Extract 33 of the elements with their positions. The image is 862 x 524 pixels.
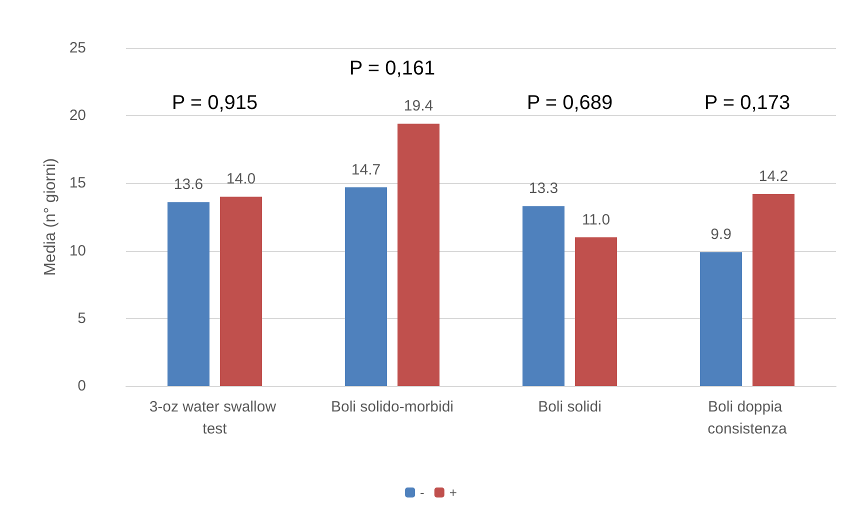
legend-label: + bbox=[449, 485, 457, 500]
data-label: 14.0 bbox=[226, 170, 256, 188]
y-tick-label: 10 bbox=[69, 242, 86, 260]
x-tick-label: Boli solido-morbidi bbox=[330, 398, 454, 416]
legend-label: - bbox=[420, 485, 424, 500]
data-label: 13.3 bbox=[528, 180, 558, 198]
data-label: 9.9 bbox=[710, 226, 732, 244]
y-tick-label: 20 bbox=[69, 107, 86, 124]
y-tick-label: 15 bbox=[69, 174, 86, 192]
data-label: 11.0 bbox=[582, 211, 610, 228]
y-tick-label: 0 bbox=[78, 378, 86, 394]
x-tick-label: Boli solidi bbox=[538, 398, 602, 416]
bar bbox=[345, 187, 387, 386]
annotation: P = 0,173 bbox=[704, 92, 790, 114]
y-tick-label: 25 bbox=[69, 40, 86, 56]
x-tick-label: Boli doppia consistenza bbox=[708, 398, 788, 438]
x-tick-label: 3-oz water swallow test bbox=[149, 398, 280, 438]
annotation: P = 0,689 bbox=[526, 92, 613, 114]
bar bbox=[522, 206, 564, 386]
bar bbox=[168, 202, 210, 386]
data-label: 14.2 bbox=[758, 168, 788, 186]
y-tick-label: 5 bbox=[78, 310, 86, 327]
annotation: P = 0,915 bbox=[172, 92, 258, 114]
bar bbox=[700, 252, 742, 386]
data-label: 13.6 bbox=[174, 176, 204, 194]
data-label: 19.4 bbox=[404, 98, 434, 115]
bar bbox=[398, 124, 440, 386]
bar bbox=[752, 194, 794, 386]
bar bbox=[220, 196, 262, 386]
annotation: P = 0,161 bbox=[349, 58, 436, 80]
data-label: 14.7 bbox=[351, 161, 381, 178]
bar bbox=[575, 237, 617, 386]
y-axis-title: Media (n° giorni) bbox=[42, 158, 59, 276]
